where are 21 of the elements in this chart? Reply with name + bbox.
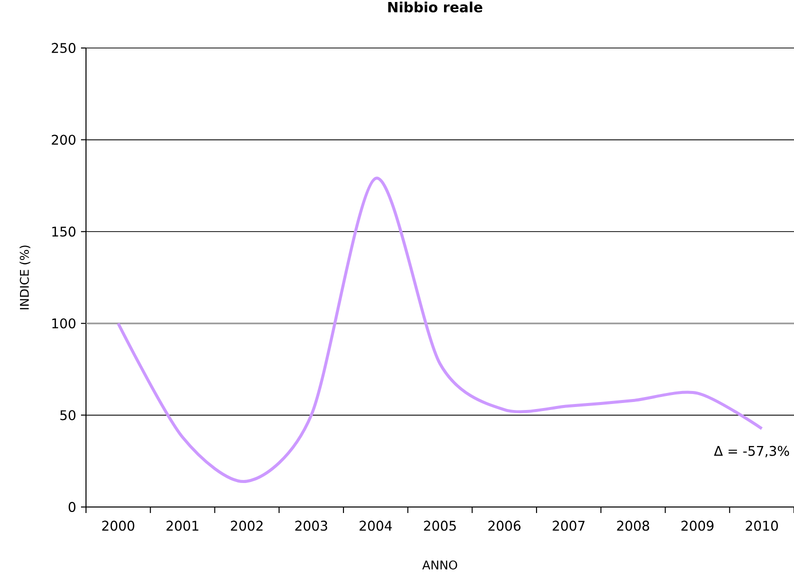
x-tick-label: 2005 [424,520,456,531]
y-tick-label: 250 [52,42,76,54]
y-tick-label: 0 [68,502,76,512]
y-tick-label: 200 [52,134,76,145]
annotation: Δ = -57,3% [714,446,790,458]
x-tick-label: 2008 [617,520,650,531]
y-axis-title: INDICE (%) [20,246,30,310]
x-tick-label: 2006 [488,520,520,531]
x-tick-label: 2003 [295,520,328,531]
x-tick-label: 2004 [360,520,392,531]
y-tick-label: 100 [52,318,76,328]
x-tick-label: 2001 [166,520,198,531]
x-tick-label: 2000 [102,520,134,531]
chart-title: Nibbio reale [388,2,482,12]
x-axis-title: ANNO [422,560,458,570]
x-tick-label: 2002 [230,520,263,531]
x-tick-label: 2010 [746,520,778,531]
y-tick-label: 50 [60,410,76,420]
x-tick-label: 2007 [552,520,585,531]
y-tick-label: 150 [52,226,76,237]
x-tick-label: 2009 [681,520,714,531]
